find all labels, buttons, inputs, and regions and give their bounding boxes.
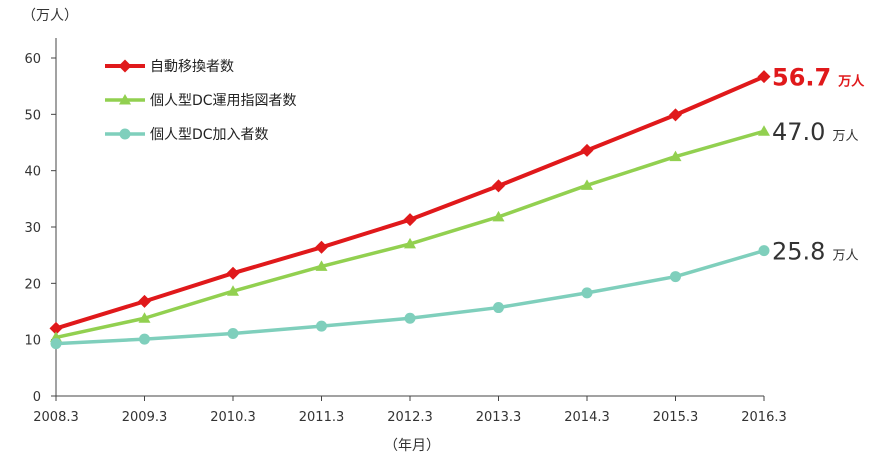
x-tick-label: 2010.3 <box>210 410 256 425</box>
series-2 <box>50 125 770 342</box>
data-point <box>758 125 770 136</box>
data-point <box>138 294 151 308</box>
data-point <box>757 70 771 84</box>
y-axis-unit-label: （万人） <box>22 8 78 24</box>
x-axis-unit-label: （年月） <box>384 438 440 454</box>
data-point <box>315 240 328 254</box>
y-tick-label: 0 <box>33 390 41 405</box>
data-point <box>49 321 63 335</box>
end-value-labels: 56.7 万人 47.0 万人 25.8 万人 <box>772 64 865 266</box>
end-value-label: 25.8 万人 <box>772 238 858 266</box>
legend-label: 個人型DC運用指図者数 <box>150 93 297 109</box>
series-line <box>55 129 765 340</box>
data-point <box>581 287 593 299</box>
data-point <box>226 266 240 280</box>
end-value-label: 56.7 万人 <box>772 64 865 92</box>
series-layer <box>49 70 771 350</box>
legend-label: 個人型DC加入者数 <box>150 127 269 143</box>
data-point <box>227 285 239 296</box>
x-tick-label: 2013.3 <box>476 410 522 425</box>
series-line <box>55 74 765 331</box>
data-point <box>669 150 682 162</box>
series-1 <box>49 70 771 335</box>
data-point <box>670 271 681 283</box>
y-tick-label: 50 <box>24 108 41 123</box>
data-point <box>492 179 505 193</box>
y-tick-label: 30 <box>24 221 41 236</box>
data-point <box>139 333 150 345</box>
x-tick-label: 2009.3 <box>122 410 168 425</box>
y-tick-label: 10 <box>24 334 41 349</box>
data-point <box>315 260 328 271</box>
legend-label: 自動移換者数 <box>150 59 234 75</box>
x-tick-label: 2012.3 <box>387 410 433 425</box>
x-tick-label: 2008.3 <box>33 410 79 425</box>
legend-item: 自動移換者数 <box>105 59 234 75</box>
data-point <box>492 210 505 222</box>
legend-marker <box>118 59 132 73</box>
legend-marker <box>119 94 131 105</box>
data-point <box>50 338 62 350</box>
y-tick-label: 20 <box>24 277 41 292</box>
series-3 <box>50 245 770 350</box>
legend-item: 個人型DC運用指図者数 <box>105 93 297 109</box>
data-point <box>227 327 239 339</box>
data-point <box>316 320 327 332</box>
x-tick-label: 2014.3 <box>564 410 610 425</box>
legend-marker <box>119 128 131 140</box>
data-point <box>138 312 151 323</box>
data-point <box>669 108 682 122</box>
data-point <box>404 237 416 249</box>
data-point <box>581 179 593 190</box>
data-point <box>758 245 770 257</box>
data-point <box>580 143 594 157</box>
data-point <box>403 213 417 227</box>
data-point <box>493 302 504 314</box>
x-tick-label: 2011.3 <box>299 410 345 425</box>
axes: 0 10 20 30 40 50 60 2008.3 2009.3 2010.3 2011.3 201… <box>24 38 787 425</box>
end-value-label: 47.0 万人 <box>772 118 858 146</box>
x-tick-label: 2016.3 <box>741 410 787 425</box>
x-tick-label: 2015.3 <box>653 410 699 425</box>
legend-item: 個人型DC加入者数 <box>105 127 269 143</box>
y-tick-label: 60 <box>24 52 41 67</box>
data-point <box>404 312 416 324</box>
y-tick-label: 40 <box>24 165 41 180</box>
